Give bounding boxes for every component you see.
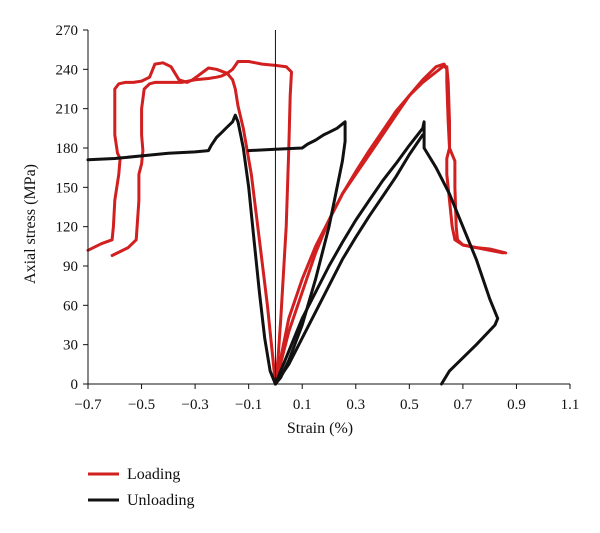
series-loading-line-3 [273,62,505,386]
legend-label-loading: Loading [127,466,180,483]
y-tick-label: 180 [56,141,79,157]
y-tick-label: 30 [63,338,78,354]
x-tick-label: 0.5 [400,397,419,413]
x-tick-label: 0.9 [507,397,526,413]
x-tick-label: 0.7 [454,397,473,413]
x-tick-label: −0.1 [235,397,262,413]
x-tick-label: 0.3 [346,397,365,413]
x-axis-title: Strain (%) [287,420,353,437]
y-tick-label: 90 [63,259,78,275]
series-unloading-line-2 [247,120,347,386]
x-tick-label: −0.7 [74,397,102,413]
x-tick-label: 0.1 [293,397,312,413]
series-loading-line-4 [273,65,508,386]
y-tick-label: 60 [63,298,78,314]
y-tick-label: 240 [56,62,79,78]
series-loading-line-1 [86,61,277,386]
axes: −0.7 −0.5 −0.3 −0.1 0.1 0.3 0.5 0.7 0.9 1.1 0 30 60 9… [56,23,580,413]
y-tick-label: 0 [71,377,79,393]
series-loading-line-2 [110,60,293,386]
series-unloading-line-3 [273,120,500,386]
x-tick-label: 1.1 [561,397,580,413]
y-axis-title: Axial stress (MPa) [22,164,39,284]
legend: Loading Unloading [88,466,195,509]
series-unloading-line-1 [86,113,277,386]
series-unloading-line-4 [273,133,425,386]
y-tick-label: 210 [56,102,79,118]
x-tick-label: −0.3 [182,397,209,413]
y-tick-label: 120 [56,220,79,236]
plot-area [86,60,508,386]
legend-label-unloading: Unloading [127,492,195,509]
x-tick-label: −0.5 [128,397,155,413]
y-tick-label: 150 [56,180,79,196]
y-tick-label: 270 [56,23,79,39]
